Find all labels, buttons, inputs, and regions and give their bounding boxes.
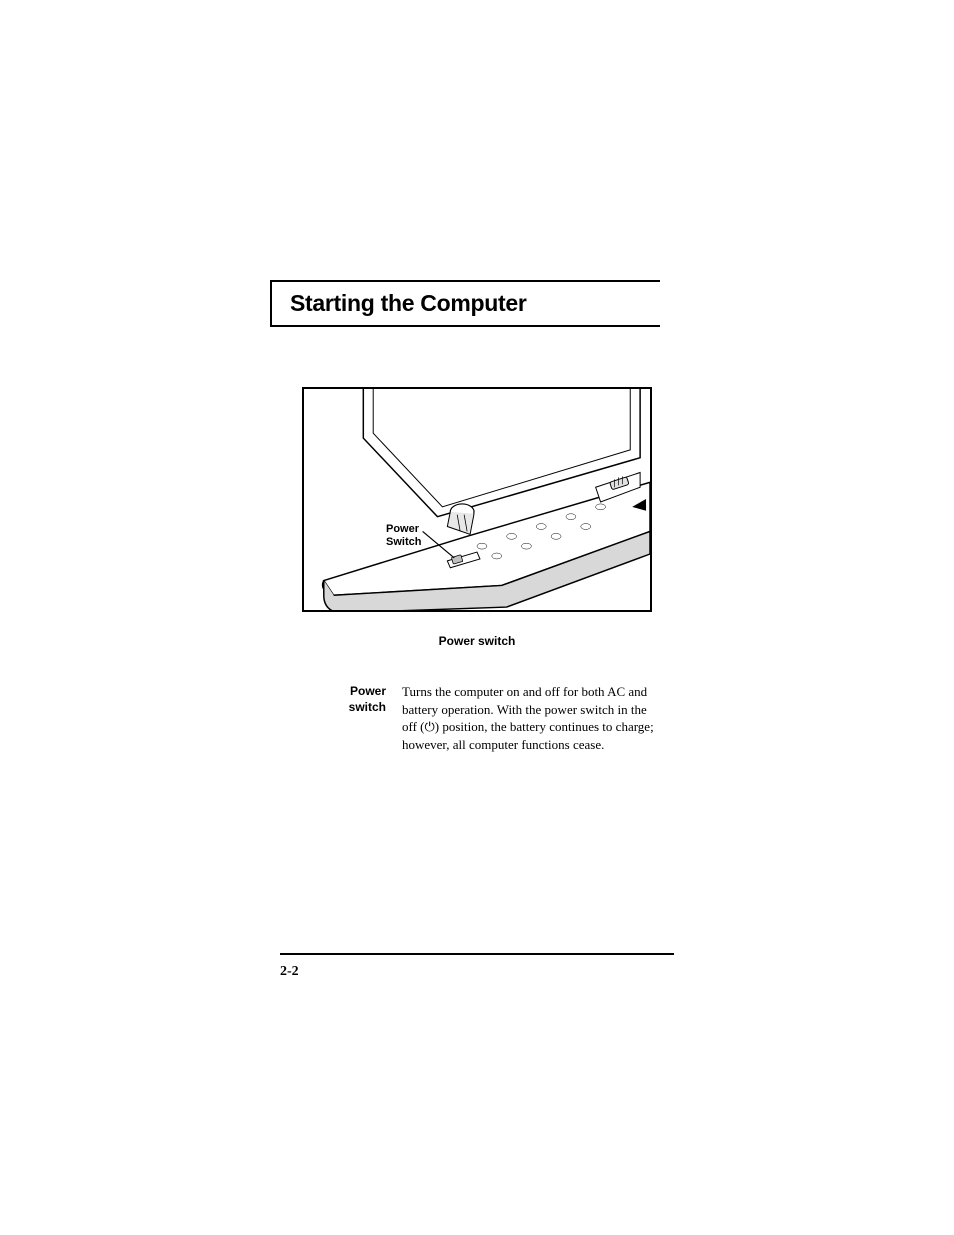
definition-term-line1: Power [350,684,386,698]
figure-label-line2: Switch [386,536,421,548]
definition-term: Power switch [330,683,386,715]
figure-box: Power Switch [302,387,652,612]
section-header-box: Starting the Computer [270,280,660,327]
definition-row: Power switch Turns the computer on and o… [280,683,674,753]
figure-caption: Power switch [280,634,674,648]
laptop-illustration [304,389,650,610]
figure-label-line1: Power [386,523,419,535]
section-title: Starting the Computer [290,290,600,317]
definition-term-line2: switch [349,700,386,714]
definition-description: Turns the computer on and off for both A… [402,683,662,753]
figure-label: Power Switch [386,523,421,548]
document-page: Starting the Computer [0,0,954,1235]
page-number: 2-2 [280,964,299,980]
footer-rule [280,953,674,955]
